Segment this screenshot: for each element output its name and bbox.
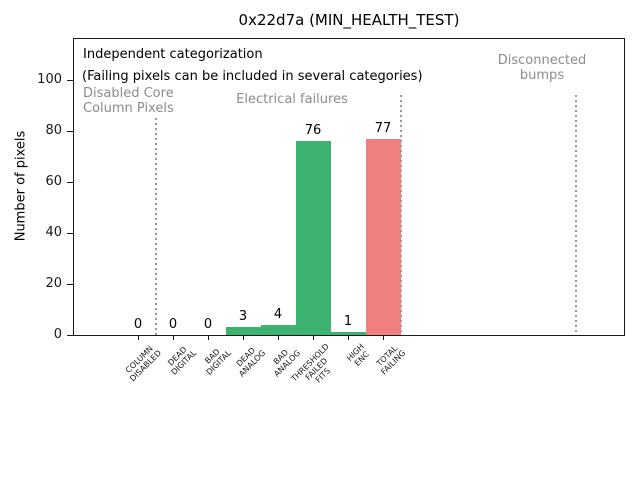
plot-area: Independent categorization (Failing pixe… xyxy=(73,38,625,336)
x-tick-label: BAD DIGITAL xyxy=(202,347,233,377)
bar-total-failing xyxy=(365,138,401,335)
section-label-disabled-core-column-pixels: Disabled Core Column Pixels xyxy=(83,86,174,116)
separator-dotted-line xyxy=(399,95,402,335)
separator-dotted-line xyxy=(154,118,157,335)
separator-dotted-line xyxy=(574,95,577,335)
x-tick-label: DEAD DIGITAL xyxy=(165,344,198,377)
bar-value-label: 4 xyxy=(273,306,283,322)
x-tick-label: HIGH ENC xyxy=(345,342,372,368)
x-tick-label: COLUMN DISABLED xyxy=(123,344,163,384)
y-tick-mark xyxy=(67,182,73,183)
y-tick-mark xyxy=(67,284,73,285)
bar-threshold-failed-fits xyxy=(295,141,331,335)
y-tick-label: 100 xyxy=(37,72,62,87)
y-tick-label: 80 xyxy=(45,123,62,138)
x-tick-mark xyxy=(278,336,279,340)
y-tick-label: 40 xyxy=(45,225,62,240)
x-tick-mark xyxy=(313,336,314,340)
x-tick-mark xyxy=(243,336,244,340)
bar-value-label: 76 xyxy=(304,123,322,139)
y-tick-mark xyxy=(67,335,73,336)
y-tick-label: 0 xyxy=(53,327,62,342)
x-tick-mark xyxy=(348,336,349,340)
x-tick-mark xyxy=(383,336,384,340)
bar-dead-analog xyxy=(225,327,261,335)
section-label-electrical-failures: Electrical failures xyxy=(236,92,348,107)
bar-value-label: 3 xyxy=(238,309,248,325)
y-tick-label: 20 xyxy=(45,276,62,291)
bar-high-enc xyxy=(330,332,366,335)
annotation-multi-category-note: (Failing pixels can be included in sever… xyxy=(82,69,423,84)
x-tick-label: DEAD ANALOG xyxy=(235,345,268,379)
bar-value-label: 77 xyxy=(374,120,392,136)
x-tick-label: TOTAL FAILING xyxy=(375,343,408,377)
x-tick-mark xyxy=(173,336,174,340)
y-tick-mark xyxy=(67,233,73,234)
y-tick-label: 60 xyxy=(45,174,62,189)
x-tick-mark xyxy=(138,336,139,340)
chart-title: 0x22d7a (MIN_HEALTH_TEST) xyxy=(238,11,460,29)
bar-value-label: 1 xyxy=(343,314,353,330)
section-label-disconnected-bumps: Disconnected bumps xyxy=(497,53,587,83)
bar-bad-analog xyxy=(260,324,296,335)
bar-value-label: 0 xyxy=(203,317,213,332)
annotation-independent-categorization: Independent categorization xyxy=(83,47,263,62)
y-tick-mark xyxy=(67,80,73,81)
x-tick-mark xyxy=(208,336,209,340)
y-tick-mark xyxy=(67,131,73,132)
bar-value-label: 0 xyxy=(133,317,143,332)
bar-value-label: 0 xyxy=(168,317,178,332)
